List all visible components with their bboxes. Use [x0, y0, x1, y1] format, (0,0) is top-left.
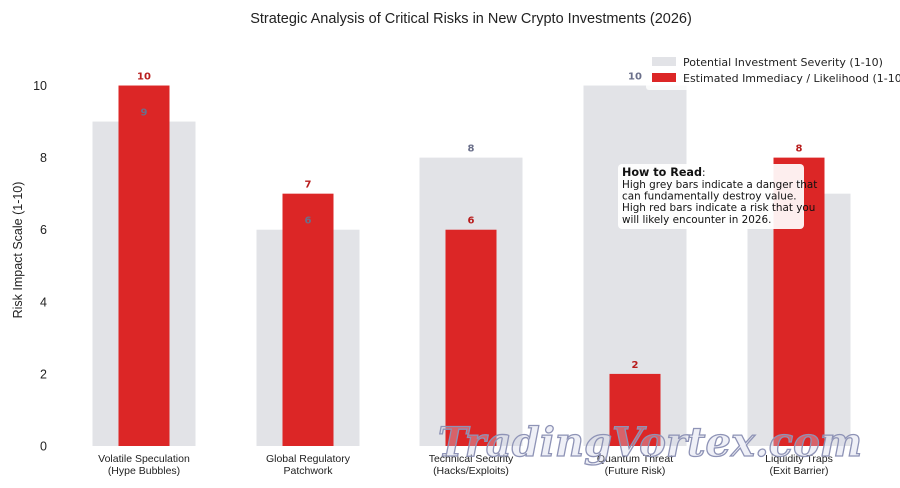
x-tick-label: (Hacks/Exploits)	[433, 465, 509, 477]
y-axis-ticks: 0 2 4 6 8 10	[33, 79, 47, 453]
y-axis-label: Risk Impact Scale (1-10)	[11, 182, 25, 319]
annotation-line: High red bars indicate a risk that you	[622, 202, 815, 214]
likelihood-bar-1	[118, 85, 170, 447]
x-tick-label: Technical Security	[429, 453, 514, 465]
y-tick-label: 4	[40, 295, 47, 309]
x-axis-ticks: Volatile Speculation(Hype Bubbles) Global…	[98, 453, 833, 477]
x-tick-label: Liquidity Traps	[765, 453, 833, 465]
legend-entry-2: Estimated Immediacy / Likelihood (1-10)	[683, 72, 900, 85]
legend-swatch-1	[652, 57, 676, 66]
likelihood-value-label: 10	[137, 72, 151, 83]
x-tick-label: (Exit Barrier)	[770, 465, 829, 477]
likelihood-bar-4	[609, 373, 661, 446]
watermark: TradingVortex.com	[438, 419, 862, 466]
y-tick-label: 10	[33, 79, 47, 93]
x-tick-label: (Future Risk)	[605, 465, 666, 477]
likelihood-bars	[118, 85, 825, 447]
annotation-line: will likely encounter in 2026.	[622, 214, 771, 226]
annotation-line: High grey bars indicate a danger that	[622, 179, 817, 191]
likelihood-value-label: 2	[632, 360, 639, 371]
legend-box	[646, 53, 886, 90]
x-tick-label: Quantum Threat	[597, 453, 673, 465]
severity-value-label: 6	[305, 216, 312, 227]
x-tick-label: (Hype Bubbles)	[108, 465, 180, 477]
x-tick-label: Volatile Speculation	[98, 453, 190, 465]
x-tick-label: Patchwork	[283, 465, 333, 477]
chart-title: Strategic Analysis of Critical Risks in …	[250, 11, 692, 27]
x-tick-label: Global Regulatory	[266, 453, 351, 465]
likelihood-bar-3	[445, 229, 497, 446]
severity-value-label: 10	[628, 72, 642, 83]
legend-entry-1: Potential Investment Severity (1-10)	[683, 56, 883, 69]
y-tick-label: 2	[40, 367, 47, 381]
likelihood-value-label: 7	[305, 180, 312, 191]
y-tick-label: 8	[40, 151, 47, 165]
likelihood-value-label: 8	[796, 144, 803, 155]
annotation-line: can fundamentally destroy value.	[622, 191, 797, 203]
likelihood-value-label: 6	[468, 216, 475, 227]
y-tick-label: 0	[40, 440, 47, 454]
severity-value-label: 9	[141, 108, 148, 119]
how-to-read-annotation: How to Read:High grey bars indicate a da…	[618, 164, 817, 229]
severity-value-label: 8	[468, 144, 475, 155]
legend: Potential Investment Severity (1-10) Esti…	[646, 53, 900, 90]
legend-swatch-2	[652, 73, 676, 82]
annotation-heading: How to Read:	[622, 166, 705, 179]
y-tick-label: 6	[40, 223, 47, 237]
annotation-box	[618, 164, 804, 229]
likelihood-bar-2	[282, 193, 334, 446]
